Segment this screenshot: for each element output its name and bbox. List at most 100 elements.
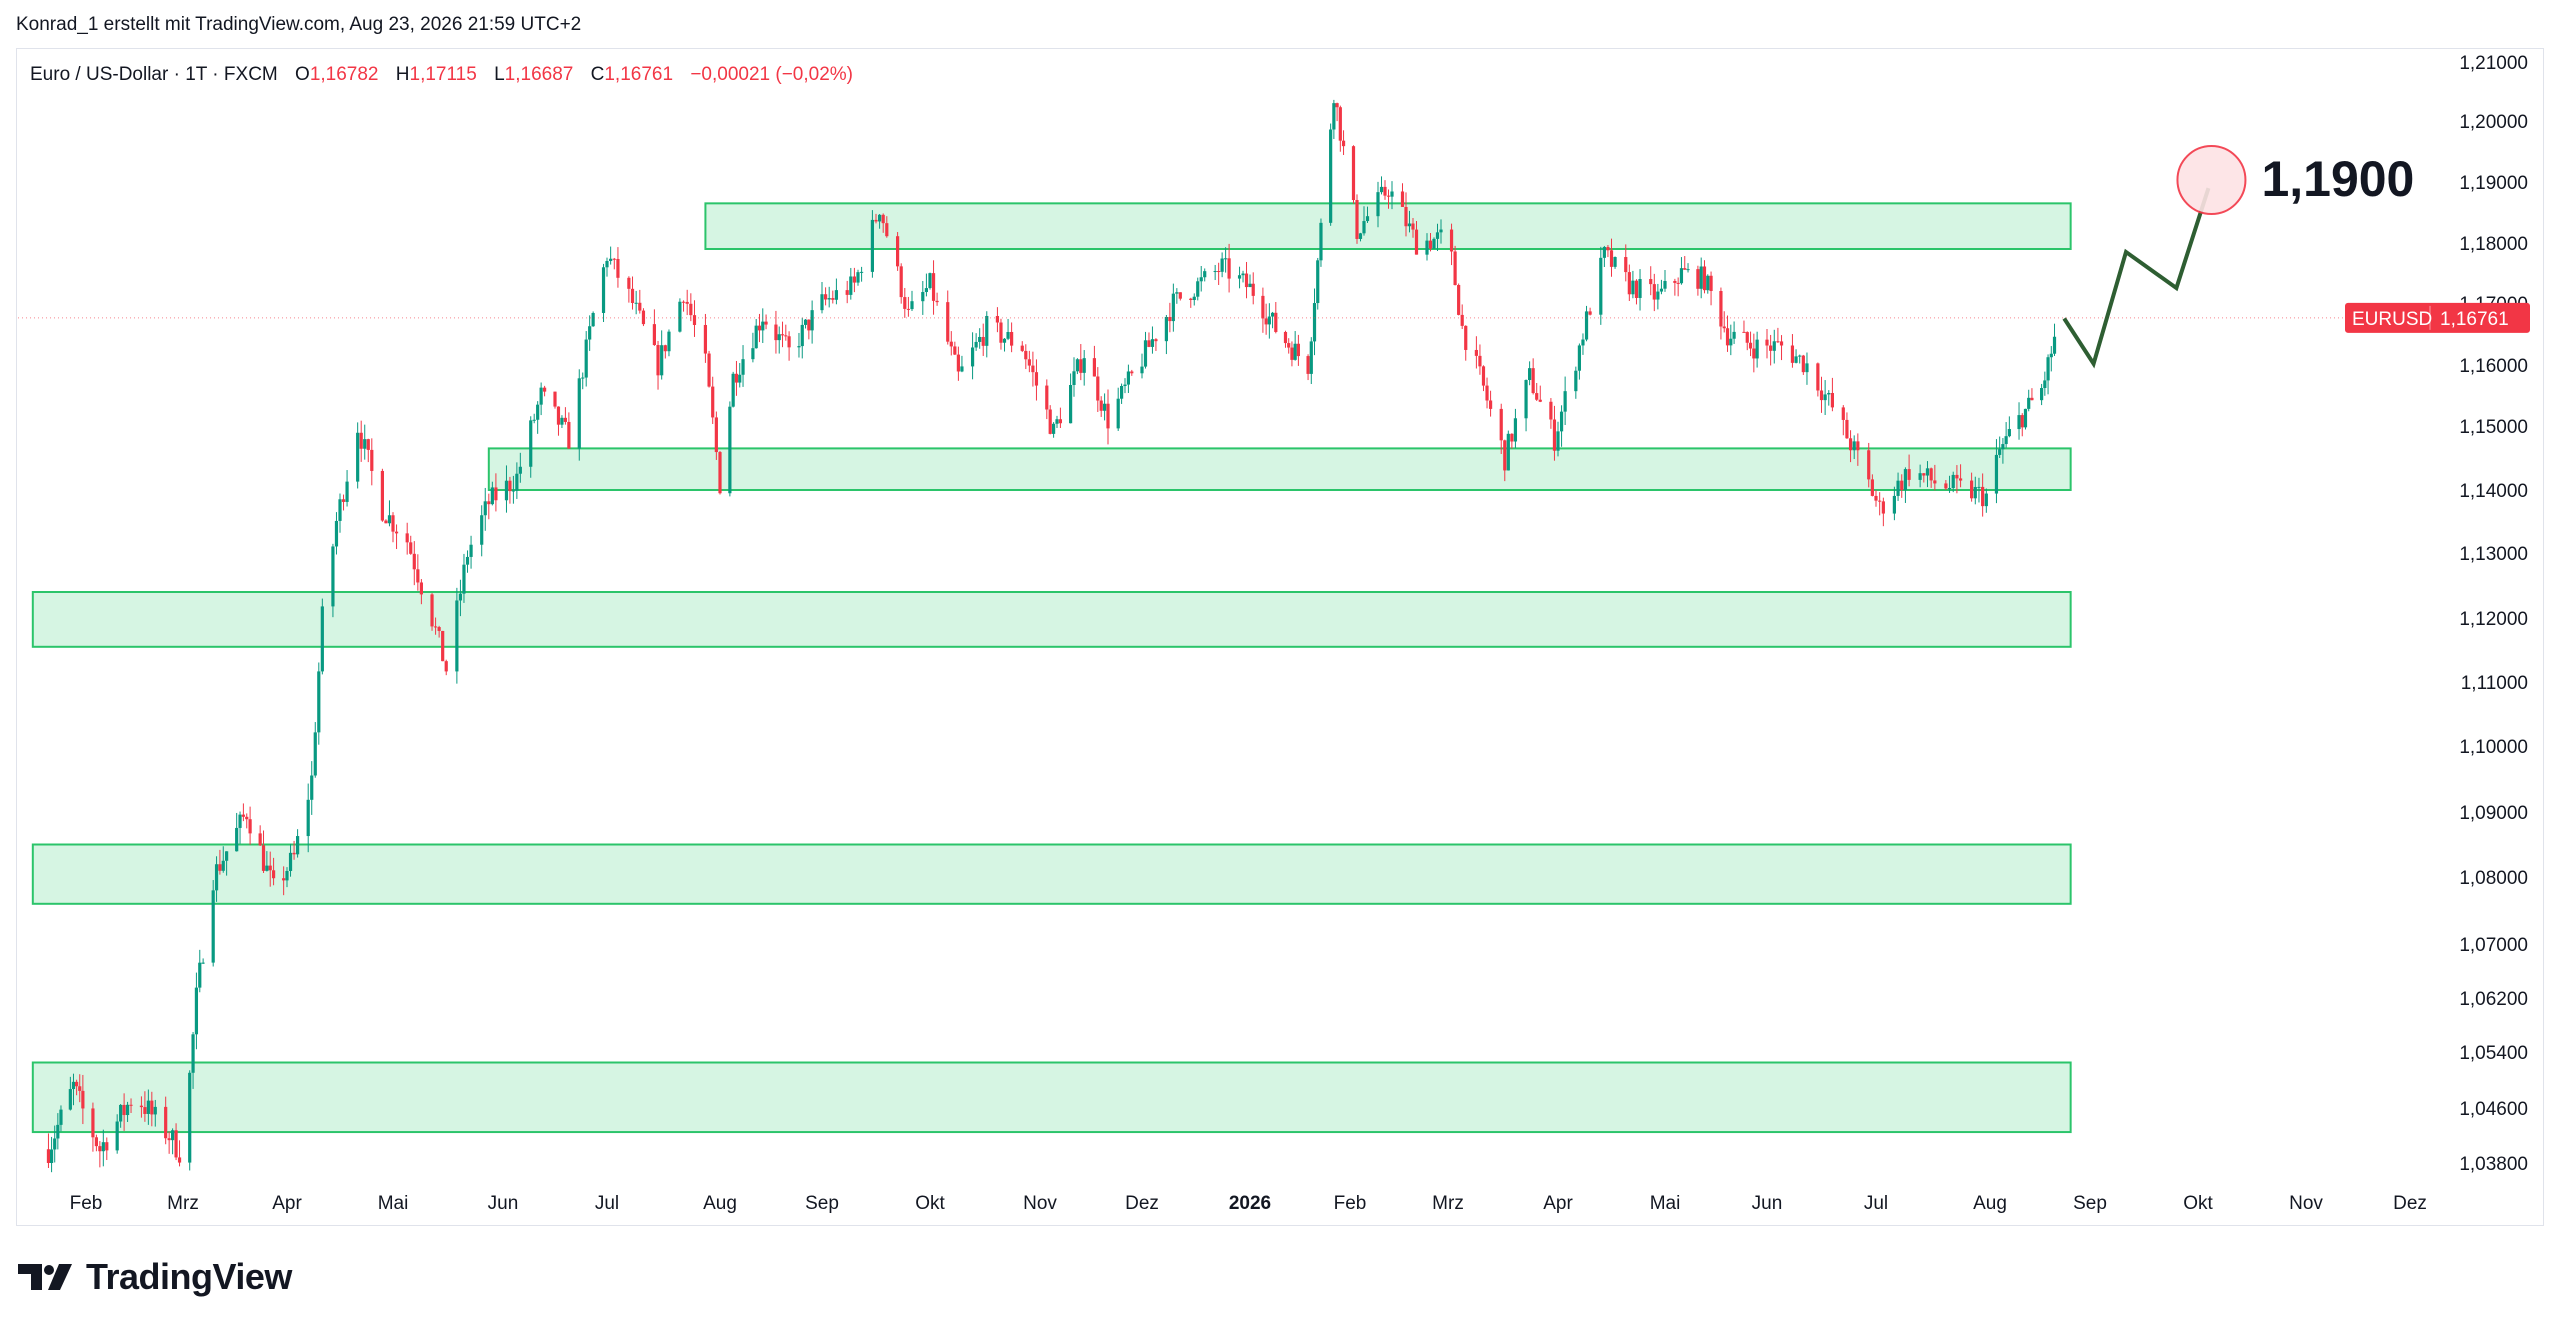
target-circle[interactable] [2176, 145, 2247, 215]
candle [999, 318, 1003, 350]
x-tick-label: 2026 [1229, 1193, 1271, 1214]
candle [1481, 365, 1486, 392]
candle [995, 307, 1000, 333]
candle [1428, 233, 1433, 252]
candle [1702, 260, 1707, 294]
candle [1599, 246, 1603, 325]
close-label: C [590, 64, 605, 85]
candle [1460, 304, 1464, 329]
candle [1848, 430, 1853, 463]
candle [515, 462, 519, 499]
x-tick-label: Jul [1864, 1193, 1888, 1214]
candle [731, 371, 735, 408]
candle [1609, 238, 1614, 277]
y-tick-label: 1,16000 [2459, 356, 2528, 377]
candle [1958, 464, 1963, 488]
candle [191, 1031, 195, 1089]
candle [1072, 357, 1076, 397]
candle [1852, 435, 1856, 460]
candle [465, 550, 470, 573]
candle [1765, 329, 1769, 359]
zone-5[interactable] [31, 1061, 2072, 1134]
candle [591, 311, 595, 327]
candle [1283, 330, 1288, 348]
candle [1099, 396, 1103, 417]
candle [1439, 219, 1443, 244]
candle [1379, 176, 1384, 195]
candle [1776, 327, 1780, 343]
y-tick-label: 1,10000 [2459, 737, 2528, 758]
candle [1168, 302, 1172, 333]
candle [1432, 237, 1436, 249]
x-tick-label: Mrz [167, 1193, 199, 1214]
candle [584, 331, 588, 387]
candle [221, 846, 225, 873]
candle [1341, 130, 1346, 155]
candle [1907, 454, 1911, 487]
zone-2[interactable] [487, 447, 2072, 491]
candle [878, 214, 882, 229]
open-value: 1,16782 [309, 64, 379, 85]
brand[interactable]: TradingView [18, 1256, 292, 1298]
candle [245, 813, 249, 829]
candle [1755, 331, 1759, 368]
candle [487, 493, 491, 520]
zone-1[interactable] [704, 202, 2072, 251]
candle [1947, 475, 1952, 493]
candle [363, 424, 367, 460]
y-tick-label: 1,09000 [2459, 803, 2528, 824]
candle [1918, 464, 1922, 488]
candle [338, 493, 342, 533]
y-tick-label: 1,14000 [2459, 481, 2528, 502]
candle [1794, 349, 1798, 364]
candle [441, 630, 445, 662]
candle [1841, 405, 1845, 436]
candle [754, 319, 758, 349]
projection-path[interactable] [2062, 187, 2211, 369]
candle [188, 1070, 192, 1171]
candle [2020, 413, 2024, 437]
candle [1856, 433, 1860, 466]
candle [553, 391, 557, 409]
candle [1020, 341, 1024, 353]
price-tag[interactable]: EURUSD 1,16761 [2345, 302, 2530, 333]
candle [218, 849, 222, 875]
candle [1944, 480, 1948, 491]
candle [380, 468, 384, 522]
candle [616, 247, 620, 288]
candle [577, 369, 581, 461]
x-tick-label: Nov [1023, 1193, 1057, 1214]
candle [1425, 233, 1429, 261]
candle [1686, 263, 1690, 273]
x-tick-label: Mrz [1432, 1193, 1464, 1214]
candle [258, 825, 262, 846]
candle [310, 761, 314, 815]
chart-frame [16, 48, 2544, 1226]
candle [1407, 210, 1412, 233]
candle [1027, 350, 1031, 373]
candle [810, 300, 814, 344]
candle [1332, 99, 1336, 139]
candle [1376, 181, 1380, 228]
candle [714, 411, 718, 460]
candle [1096, 367, 1100, 412]
candle [285, 867, 289, 888]
symbol-name[interactable]: Euro / US-Dollar · 1T · FXCM [30, 64, 278, 85]
x-tick-label: Jul [595, 1193, 619, 1214]
candle [824, 287, 828, 306]
x-tick-label: Sep [805, 1193, 839, 1214]
zone-4[interactable] [31, 843, 2072, 905]
zone-3[interactable] [31, 591, 2072, 648]
candle [601, 263, 606, 322]
x-tick-label: Apr [1543, 1193, 1573, 1214]
candle [738, 363, 742, 388]
time-axis: Feb Mrz Apr Mai Jun Jul Aug Sep Okt Nov Dez 2026 Feb… [70, 1193, 2427, 1214]
change-value: −0,00021 (−0,02%) [690, 64, 854, 85]
candle [1531, 358, 1535, 395]
candle [1933, 464, 1937, 491]
candle [1365, 206, 1370, 224]
candle [306, 783, 310, 853]
candle [881, 213, 885, 233]
price-axis: 1,210001,200001,190001,180001,170001,160… [2345, 53, 2530, 1175]
